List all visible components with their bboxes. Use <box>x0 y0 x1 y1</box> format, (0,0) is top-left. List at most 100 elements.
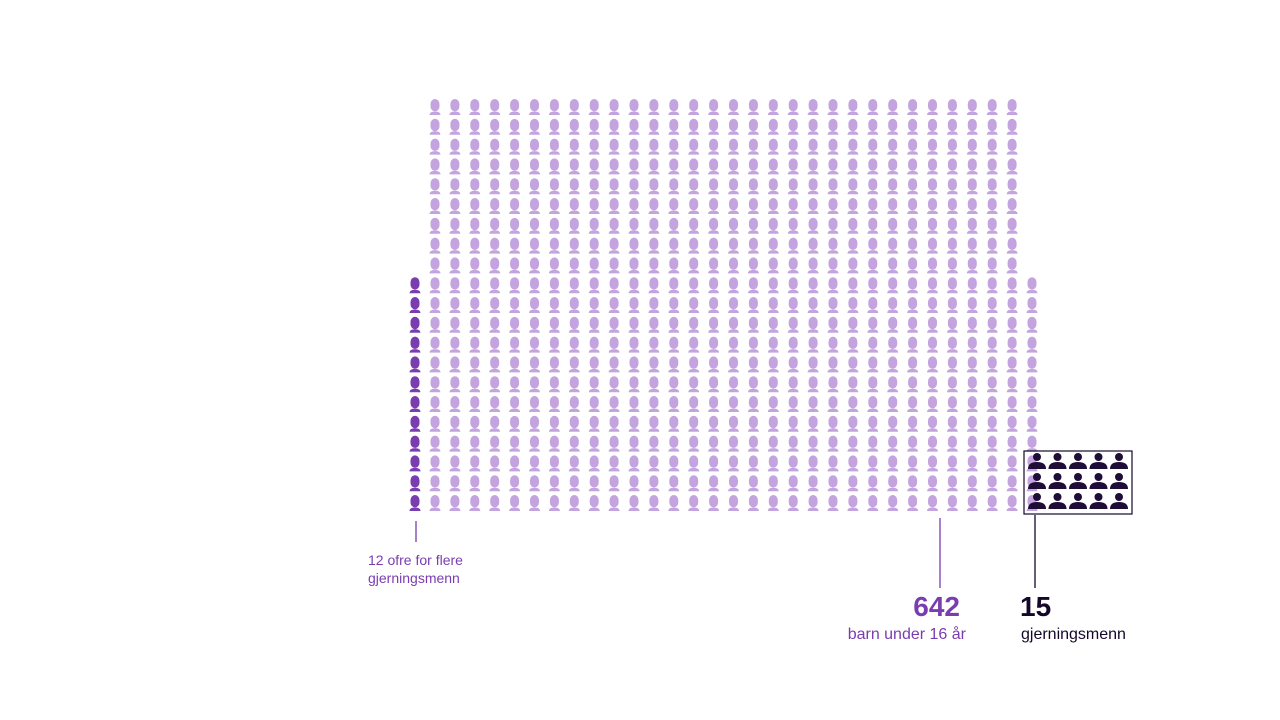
victim-icon <box>469 316 481 333</box>
perpetrator-icon <box>1069 473 1087 489</box>
victim-icon <box>787 99 799 115</box>
victim-icon <box>1006 217 1018 234</box>
victim-icon <box>489 415 501 432</box>
victim-icon <box>429 475 441 492</box>
victim-icon <box>1006 475 1018 492</box>
victim-icon <box>728 495 739 511</box>
victim-icon <box>847 336 859 353</box>
victim-icon <box>966 316 978 333</box>
victim-icon <box>728 118 739 135</box>
victim-icon <box>847 158 859 175</box>
victim-icon <box>986 198 998 214</box>
victim-icon <box>966 99 978 115</box>
victim-icon <box>907 138 919 155</box>
victim-icon <box>887 475 899 492</box>
victim-icon <box>966 198 978 214</box>
victim-icon <box>767 198 779 214</box>
victim-icon <box>548 336 560 353</box>
victim-icon <box>1006 138 1018 155</box>
victim-icon <box>529 435 540 452</box>
victim-icon <box>588 158 600 175</box>
victim-icon <box>1026 435 1038 452</box>
victim-icon <box>608 455 620 472</box>
perpetrator-icon <box>1048 453 1067 469</box>
victim-icon <box>887 217 899 234</box>
victim-icon <box>966 217 978 234</box>
victim-icon <box>728 277 739 294</box>
victim-icon <box>927 415 938 432</box>
victim-icon <box>966 158 978 175</box>
victim-icon <box>907 356 919 373</box>
victim-icon <box>887 336 899 353</box>
victim-icon <box>489 475 501 492</box>
victim-icon <box>708 237 720 254</box>
victim-icon <box>708 178 720 195</box>
victim-icon <box>747 297 759 313</box>
victim-icon <box>628 495 640 511</box>
victim-icon <box>1006 356 1018 373</box>
victim-icon <box>927 435 938 452</box>
victim-icon <box>548 138 560 155</box>
victim-icon <box>807 257 819 274</box>
victim-icon <box>946 396 958 412</box>
victim-icon <box>509 455 521 472</box>
victim-icon <box>588 356 600 373</box>
victim-icon <box>529 237 540 254</box>
victim-icon <box>449 158 461 175</box>
victim-icon <box>747 495 759 511</box>
victim-icon <box>986 435 998 452</box>
victim-icon <box>966 356 978 373</box>
victim-icon <box>966 415 978 432</box>
victim-icon <box>509 415 521 432</box>
victim-icon <box>747 376 759 393</box>
victim-icon <box>648 336 660 353</box>
victim-icon <box>1006 257 1018 274</box>
victim-icon <box>608 138 620 155</box>
victim-icon <box>548 376 560 393</box>
victim-icon <box>986 356 998 373</box>
victim-icon <box>767 415 779 432</box>
victim-icon <box>529 297 540 313</box>
victim-icon <box>827 376 839 393</box>
victim-icon <box>946 376 958 393</box>
victim-icon <box>628 455 640 472</box>
victim-icon <box>827 297 839 313</box>
victim-icon <box>469 356 481 373</box>
victim-icon <box>747 138 759 155</box>
victim-icon <box>946 257 958 274</box>
victim-icon <box>767 277 779 294</box>
victim-icon <box>648 356 660 373</box>
victim-icon <box>708 158 720 175</box>
victim-icon <box>927 118 938 135</box>
victim-icon <box>588 455 600 472</box>
victim-icon <box>489 158 501 175</box>
victim-icon <box>429 297 441 313</box>
victim-icon <box>509 118 521 135</box>
victim-icon <box>827 99 839 115</box>
victim-icon <box>668 316 680 333</box>
victim-icon <box>807 376 819 393</box>
victim-icon <box>807 396 819 412</box>
victim-icon <box>648 277 660 294</box>
victim-icon <box>648 217 660 234</box>
victim-icon <box>648 475 660 492</box>
victim-icon <box>927 158 938 175</box>
victim-icon <box>827 415 839 432</box>
victim-icon <box>568 178 580 195</box>
victim-icon <box>927 475 938 492</box>
victim-icon <box>429 237 441 254</box>
victim-icon <box>708 217 720 234</box>
victim-icon <box>986 336 998 353</box>
victim-icon <box>489 277 501 294</box>
victim-icon <box>509 336 521 353</box>
victim-icon <box>628 435 640 452</box>
victim-icon <box>568 198 580 214</box>
perpetrators-label: gjerningsmenn <box>1021 626 1126 643</box>
victim-icon <box>708 297 720 313</box>
victim-icon <box>946 178 958 195</box>
victim-icon <box>807 435 819 452</box>
victim-icon <box>688 138 700 155</box>
victim-icon <box>887 178 899 195</box>
victim-icon <box>429 217 441 234</box>
